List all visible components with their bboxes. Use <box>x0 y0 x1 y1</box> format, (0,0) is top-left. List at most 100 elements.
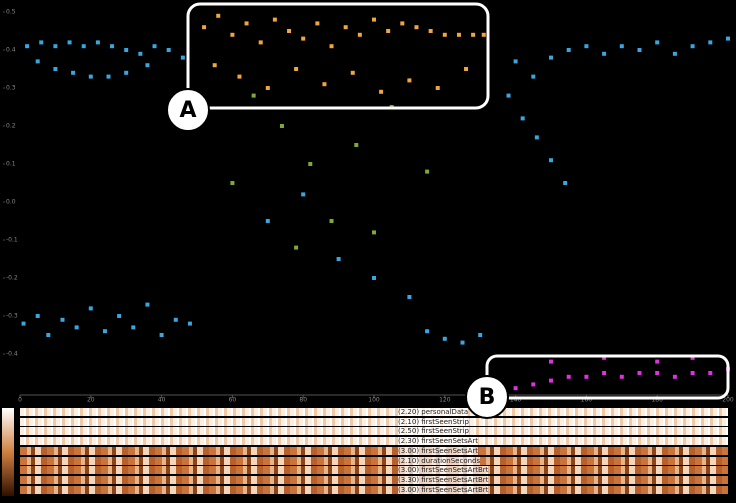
point <box>230 181 235 185</box>
point <box>230 32 235 37</box>
point <box>354 143 359 147</box>
x-tick-label: 160 <box>581 397 593 404</box>
heatmap-row <box>20 475 728 484</box>
heatmap-row <box>20 427 728 436</box>
heatmap-row <box>20 437 728 446</box>
point <box>102 329 107 334</box>
point <box>513 386 518 391</box>
heatmap-row <box>20 417 728 426</box>
point <box>460 340 465 345</box>
point <box>357 32 362 37</box>
scatter-plot: 0.5 0.4 0.3 0.2 0.1 0.0 -0.1 -0.2 -0.3 -0.4 0 20 40 6… <box>0 0 736 404</box>
point <box>106 74 111 79</box>
point <box>637 48 642 52</box>
point <box>471 32 476 37</box>
point <box>425 169 430 174</box>
heatmap-row-label: (3.00) firstSeenSetsArtBrt <box>398 485 489 494</box>
point <box>124 48 129 52</box>
x-tick-label: 0 <box>18 397 22 404</box>
point <box>53 44 58 49</box>
point <box>563 181 568 185</box>
point <box>442 32 447 37</box>
point <box>71 70 76 75</box>
heatmap-row <box>20 456 728 465</box>
y-tick-label: -0.4 <box>6 351 18 358</box>
point <box>279 124 284 128</box>
point <box>566 374 571 379</box>
point <box>124 70 129 75</box>
point <box>531 382 536 387</box>
point <box>350 70 355 75</box>
point <box>117 314 122 318</box>
point <box>336 257 341 261</box>
point <box>708 40 713 45</box>
x-tick-label: 100 <box>368 397 380 404</box>
heatmap-row-label: (2.20) personalData <box>398 408 469 416</box>
point <box>726 36 730 41</box>
x-tick-label: 120 <box>439 397 451 404</box>
point <box>21 321 26 326</box>
point <box>726 367 730 372</box>
point <box>25 44 30 49</box>
x-tick-label: 80 <box>299 397 307 404</box>
point <box>294 67 299 71</box>
point <box>74 325 79 330</box>
point <box>655 371 660 375</box>
point <box>442 336 447 341</box>
point <box>329 44 334 49</box>
point <box>39 40 44 45</box>
point <box>389 105 394 109</box>
point <box>301 192 306 197</box>
point <box>237 74 242 79</box>
point <box>216 13 221 18</box>
point <box>308 162 313 166</box>
x-tick-label: 40 <box>158 397 166 404</box>
point <box>67 40 72 45</box>
point <box>60 317 65 322</box>
point <box>212 63 217 68</box>
point <box>81 44 86 49</box>
heatmap-row <box>20 485 728 494</box>
point <box>400 21 405 26</box>
point <box>566 48 571 52</box>
y-tick-label: -0.2 <box>6 275 18 282</box>
point <box>202 25 207 30</box>
point <box>379 89 384 94</box>
point <box>152 44 157 49</box>
point <box>343 25 348 30</box>
heatmap-row <box>20 466 728 475</box>
heatmap-row-label: (3.00) firstSeenSetsArtBrt <box>398 466 489 475</box>
point <box>372 230 376 235</box>
point <box>46 333 51 337</box>
y-tick-label: 0.2 <box>6 123 16 130</box>
point <box>95 40 100 45</box>
point <box>655 40 660 45</box>
point <box>481 32 486 37</box>
point <box>110 44 115 49</box>
x-tick-label: 60 <box>229 397 237 404</box>
point <box>145 302 150 307</box>
point <box>414 25 419 30</box>
point <box>549 55 553 60</box>
point <box>131 325 136 330</box>
y-tick-label: 0.0 <box>6 199 16 206</box>
point <box>506 93 511 98</box>
point <box>265 219 270 223</box>
point <box>602 355 607 360</box>
point <box>584 374 589 379</box>
heatmap-row <box>20 446 728 455</box>
point <box>690 355 695 360</box>
point <box>549 378 553 383</box>
point <box>53 67 58 71</box>
point <box>322 82 327 87</box>
point <box>513 59 518 64</box>
point <box>159 333 164 337</box>
point <box>301 36 306 41</box>
point <box>602 371 607 375</box>
point <box>708 371 713 375</box>
point <box>315 21 320 26</box>
point <box>386 29 391 33</box>
point <box>435 86 440 90</box>
point <box>478 333 483 337</box>
